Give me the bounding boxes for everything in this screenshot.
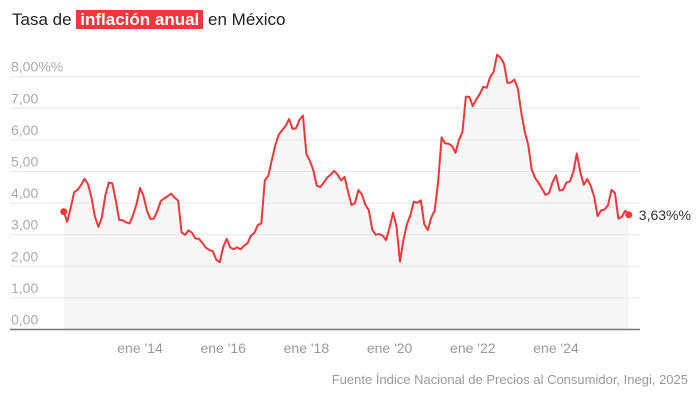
x-tick-label: ene '24 [533,340,579,356]
title-highlight: inflación anual [76,10,204,29]
y-tick-label: 5,00 [11,154,38,170]
start-point [60,208,68,216]
y-tick-label: 3,00 [11,217,38,233]
y-tick-label: 2,00 [11,248,38,264]
area-fill [63,54,629,330]
x-tick-label: ene '22 [450,340,496,356]
y-tick-label: 0,00 [11,312,38,328]
title-text: Tasa de [12,10,77,29]
x-tick-label: ene '18 [284,340,330,356]
series-line [62,53,630,264]
x-tick-label: ene '14 [117,340,163,356]
chart-title: Tasa de inflación anual en México [12,10,286,30]
title-text-end: en México [203,10,286,29]
end-value-label: 3,63%% [639,207,691,223]
y-tick-label: 7,00 [11,90,38,106]
x-tick-label: ene '16 [200,340,246,356]
x-tick-label: ene '20 [367,340,413,356]
end-point [625,211,633,219]
y-tick-label: 1,00 [11,280,38,296]
y-tick-label: 8,00%% [11,59,63,75]
source-note: Fuente Índice Nacional de Precios al Con… [331,372,688,387]
y-tick-label: 6,00 [11,122,38,138]
y-tick-label: 4,00 [11,185,38,201]
